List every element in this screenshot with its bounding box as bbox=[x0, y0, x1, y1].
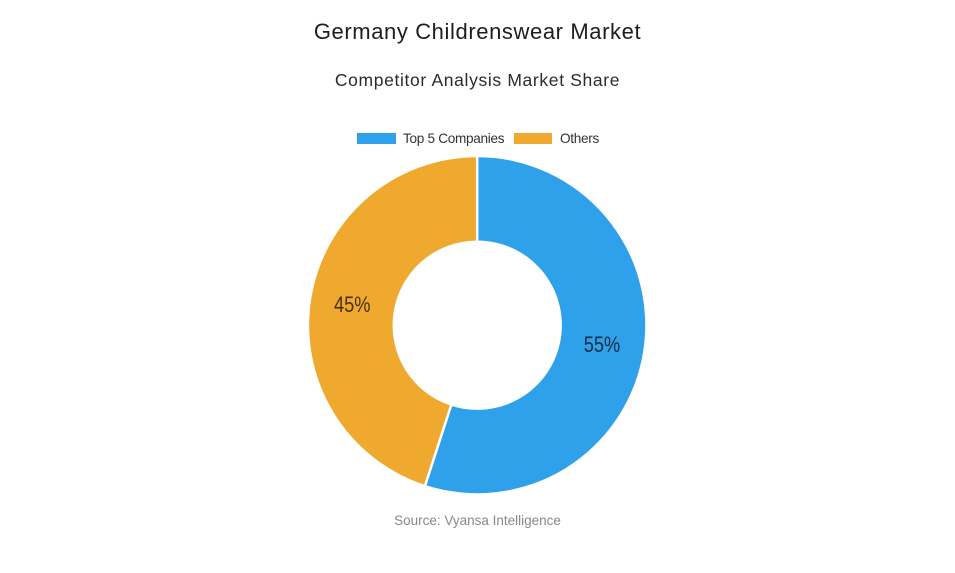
svg-text:55%: 55% bbox=[584, 332, 621, 357]
svg-text:45%: 45% bbox=[334, 292, 371, 317]
